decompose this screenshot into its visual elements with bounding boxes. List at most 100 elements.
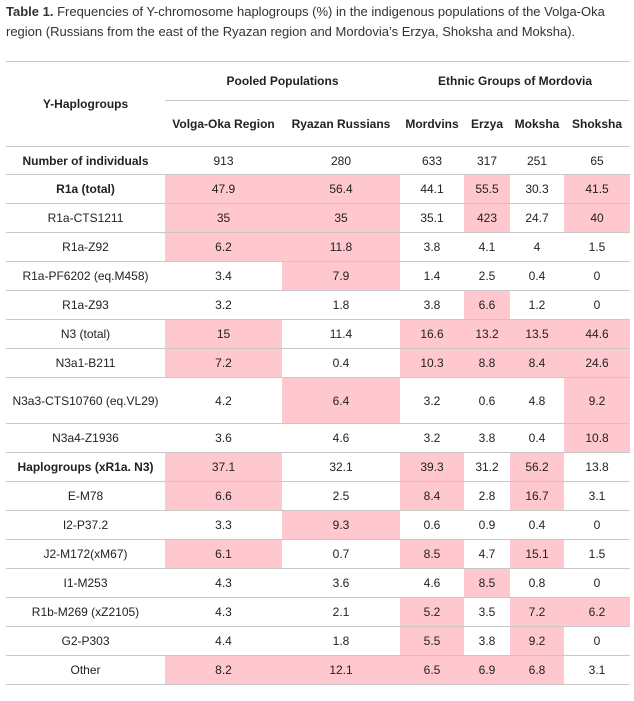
table-cell: 16.7 (510, 481, 565, 511)
table-cell: 37.1 (165, 452, 282, 482)
table-cell: 16.6 (400, 319, 465, 349)
table-cell: 0 (564, 568, 631, 598)
table-cell: 6.5 (400, 655, 465, 685)
table-cell: 41.5 (564, 174, 631, 204)
row-label: I1-M253 (6, 568, 165, 598)
table-cell: 3.4 (165, 261, 282, 291)
row-label: E-M78 (6, 481, 165, 511)
table-cell: 7.9 (282, 261, 401, 291)
table-cell: 5.2 (400, 597, 465, 627)
table-cell: 0.4 (510, 510, 565, 540)
column-header: Volga-Oka Region (165, 100, 282, 147)
table-cell: 10.8 (564, 423, 631, 453)
caption-label: Table 1. (6, 4, 54, 19)
table-cell: 4.2 (165, 377, 282, 424)
table-cell: 280 (282, 146, 401, 175)
table-cell: 8.5 (400, 539, 465, 569)
table-cell: 0.4 (510, 261, 565, 291)
table-cell: 13.2 (464, 319, 511, 349)
table-cell: 4.4 (165, 626, 282, 656)
table-row: N3a4-Z1936 3.6 4.6 3.2 3.8 0.4 10.8 (6, 423, 631, 453)
table-cell: 44.6 (564, 319, 631, 349)
column-header: Ryazan Russians (282, 100, 401, 147)
table-row: Haplogroups (xR1a. N3) 37.1 32.1 39.3 31.2 56… (6, 452, 631, 482)
table-cell: 4.1 (464, 232, 511, 262)
table-cell: 3.8 (464, 626, 511, 656)
table-cell: 35 (165, 203, 282, 233)
table-cell: 6.8 (510, 655, 565, 685)
row-label: N3 (total) (6, 319, 165, 349)
table-cell: 6.6 (464, 290, 511, 320)
table-cell: 13.8 (564, 452, 631, 482)
table-cell: 9.2 (510, 626, 565, 656)
table-cell: 11.8 (282, 232, 401, 262)
group-header-pooled: Pooled Populations (165, 61, 401, 101)
table-row: N3a1-B211 7.2 0.4 10.3 8.8 8.4 24.6 (6, 348, 631, 378)
table-cell: 55.5 (464, 174, 511, 204)
row-label: Number of individuals (6, 146, 165, 175)
column-header: Shoksha (564, 100, 631, 147)
table-cell: 0 (564, 261, 631, 291)
table-cell: 0.6 (400, 510, 465, 540)
table-cell: 3.8 (400, 290, 465, 320)
table-cell: 1.5 (564, 232, 631, 262)
table-cell: 7.2 (165, 348, 282, 378)
table-row: R1a-Z93 3.2 1.8 3.8 6.6 1.2 0 (6, 290, 631, 320)
table-cell: 3.2 (400, 423, 465, 453)
haplogroup-table: Y-Haplogroups Pooled Populations Ethnic … (6, 61, 631, 685)
table-cell: 47.9 (165, 174, 282, 204)
table-cell: 40 (564, 203, 631, 233)
table-cell: 0.9 (464, 510, 511, 540)
row-label: R1b-M269 (xZ2105) (6, 597, 165, 627)
row-label: N3a3-CTS10760 (eq.VL29) (6, 377, 165, 424)
row-label: Haplogroups (xR1a. N3) (6, 452, 165, 482)
table-cell: 6.4 (282, 377, 401, 424)
table-cell: 24.6 (564, 348, 631, 378)
table-row: E-M78 6.6 2.5 8.4 2.8 16.7 3.1 (6, 481, 631, 511)
table-cell: 31.2 (464, 452, 511, 482)
table-row: J2-M172(xM67) 6.1 0.7 8.5 4.7 15.1 1.5 (6, 539, 631, 569)
table-cell: 4.6 (282, 423, 401, 453)
table-cell: 633 (400, 146, 465, 175)
table-cell: 3.2 (400, 377, 465, 424)
row-label: J2-M172(xM67) (6, 539, 165, 569)
caption-text: Frequencies of Y-chromosome haplogroups … (6, 4, 605, 39)
table-cell: 3.1 (564, 655, 631, 685)
table-cell: 3.8 (400, 232, 465, 262)
table-cell: 8.8 (464, 348, 511, 378)
table-cell: 56.2 (510, 452, 565, 482)
table-cell: 6.1 (165, 539, 282, 569)
table-cell: 65 (564, 146, 631, 175)
table-cell: 1.5 (564, 539, 631, 569)
table-row: R1a-Z92 6.2 11.8 3.8 4.1 4 1.5 (6, 232, 631, 262)
table-cell: 0.7 (282, 539, 401, 569)
table-cell: 423 (464, 203, 511, 233)
table-body: Number of individuals 913 280 633 317 251 65 R1… (6, 146, 631, 685)
table-row: R1b-M269 (xZ2105) 4.3 2.1 5.2 3.5 7.2 6.2 (6, 597, 631, 627)
row-label: R1a-Z93 (6, 290, 165, 320)
table-cell: 3.8 (464, 423, 511, 453)
table-cell: 11.4 (282, 319, 401, 349)
table-cell: 1.8 (282, 626, 401, 656)
table-caption: Table 1. Frequencies of Y-chromosome hap… (6, 2, 626, 42)
row-label: Other (6, 655, 165, 685)
table-cell: 8.2 (165, 655, 282, 685)
table-cell: 10.3 (400, 348, 465, 378)
table-row: Other 8.2 12.1 6.5 6.9 6.8 3.1 (6, 655, 631, 685)
table-cell: 35.1 (400, 203, 465, 233)
table-cell: 30.3 (510, 174, 565, 204)
table-cell: 9.3 (282, 510, 401, 540)
table-cell: 8.4 (510, 348, 565, 378)
row-label: N3a4-Z1936 (6, 423, 165, 453)
table-row: G2-P303 4.4 1.8 5.5 3.8 9.2 0 (6, 626, 631, 656)
table-cell: 3.6 (165, 423, 282, 453)
table-cell: 4.8 (510, 377, 565, 424)
table-cell: 12.1 (282, 655, 401, 685)
table-cell: 251 (510, 146, 565, 175)
table-cell: 3.1 (564, 481, 631, 511)
table-cell: 0 (564, 290, 631, 320)
row-label: N3a1-B211 (6, 348, 165, 378)
row-label-header: Y-Haplogroups (6, 61, 165, 147)
column-header: Erzya (464, 100, 511, 147)
table-cell: 3.2 (165, 290, 282, 320)
